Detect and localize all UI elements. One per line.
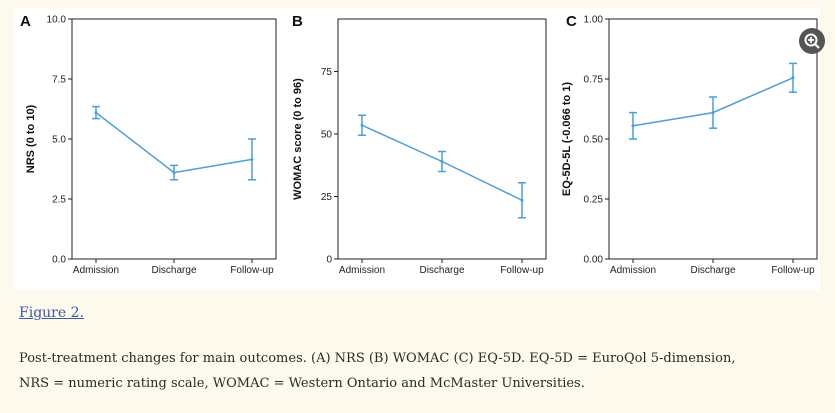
panel-letter-b: B (292, 13, 303, 30)
plot-frame-c (609, 19, 817, 259)
data-point-b (521, 199, 524, 202)
data-point-b (441, 160, 444, 163)
caption-line-1: Post-treatment changes for main outcomes… (19, 346, 819, 371)
charts-svg: A 0.0 2.5 5.0 7.5 10.0 Admission Discharge Follo… (14, 8, 820, 290)
ytick-label-a: 0.0 (52, 255, 66, 266)
data-point-b (361, 124, 364, 127)
ytick-label-c: 0.75 (584, 75, 604, 86)
data-point-c (712, 111, 715, 114)
ytick-label-c: 1.00 (584, 15, 604, 26)
xtick-label-a: Discharge (151, 265, 196, 276)
xtick-label-c: Admission (610, 265, 656, 276)
data-point-c (792, 76, 795, 79)
ytick-label-b: 0 (326, 255, 332, 266)
ylabel-a: NRS (0 to 10) (25, 104, 37, 173)
ylabel-c: EQ-5D-5L (-0.066 to 1) (561, 82, 573, 196)
ytick-label-b: 50 (321, 130, 333, 141)
figure-link[interactable]: Figure 2. (19, 305, 84, 321)
series-line-a (96, 113, 252, 173)
panel-letter-a: A (20, 13, 31, 30)
ylabel-b: WOMAC score (0 to 96) (292, 78, 304, 200)
xtick-label-c: Follow-up (771, 265, 815, 276)
xtick-label-b: Discharge (419, 265, 464, 276)
data-point-a (95, 111, 98, 114)
zoom-in-icon (803, 32, 821, 50)
xtick-label-c: Discharge (690, 265, 735, 276)
ytick-label-a: 2.5 (52, 195, 66, 206)
caption-line-2: NRS = numeric rating scale, WOMAC = West… (19, 371, 819, 396)
xtick-label-b: Admission (339, 265, 385, 276)
ytick-label-a: 5.0 (52, 135, 66, 146)
ytick-label-b: 25 (321, 192, 333, 203)
figure-panel: A 0.0 2.5 5.0 7.5 10.0 Admission Discharge Follo… (14, 8, 820, 290)
ytick-label-c: 0.25 (584, 195, 604, 206)
xtick-label-a: Admission (73, 265, 119, 276)
plot-frame-a (72, 19, 276, 259)
ytick-label-a: 7.5 (52, 75, 66, 86)
ytick-label-a: 10.0 (47, 15, 67, 26)
xtick-label-b: Follow-up (500, 265, 544, 276)
plot-frame-b (338, 19, 546, 259)
panel-letter-c: C (566, 13, 577, 30)
data-point-a (251, 158, 254, 161)
figure-caption: Post-treatment changes for main outcomes… (19, 346, 819, 396)
ytick-label-c: 0.50 (584, 135, 604, 146)
data-point-c (632, 124, 635, 127)
data-point-a (173, 171, 176, 174)
xtick-label-a: Follow-up (230, 265, 274, 276)
ytick-label-c: 0.00 (584, 255, 604, 266)
ytick-label-b: 75 (321, 67, 333, 78)
zoom-button[interactable] (799, 28, 825, 54)
